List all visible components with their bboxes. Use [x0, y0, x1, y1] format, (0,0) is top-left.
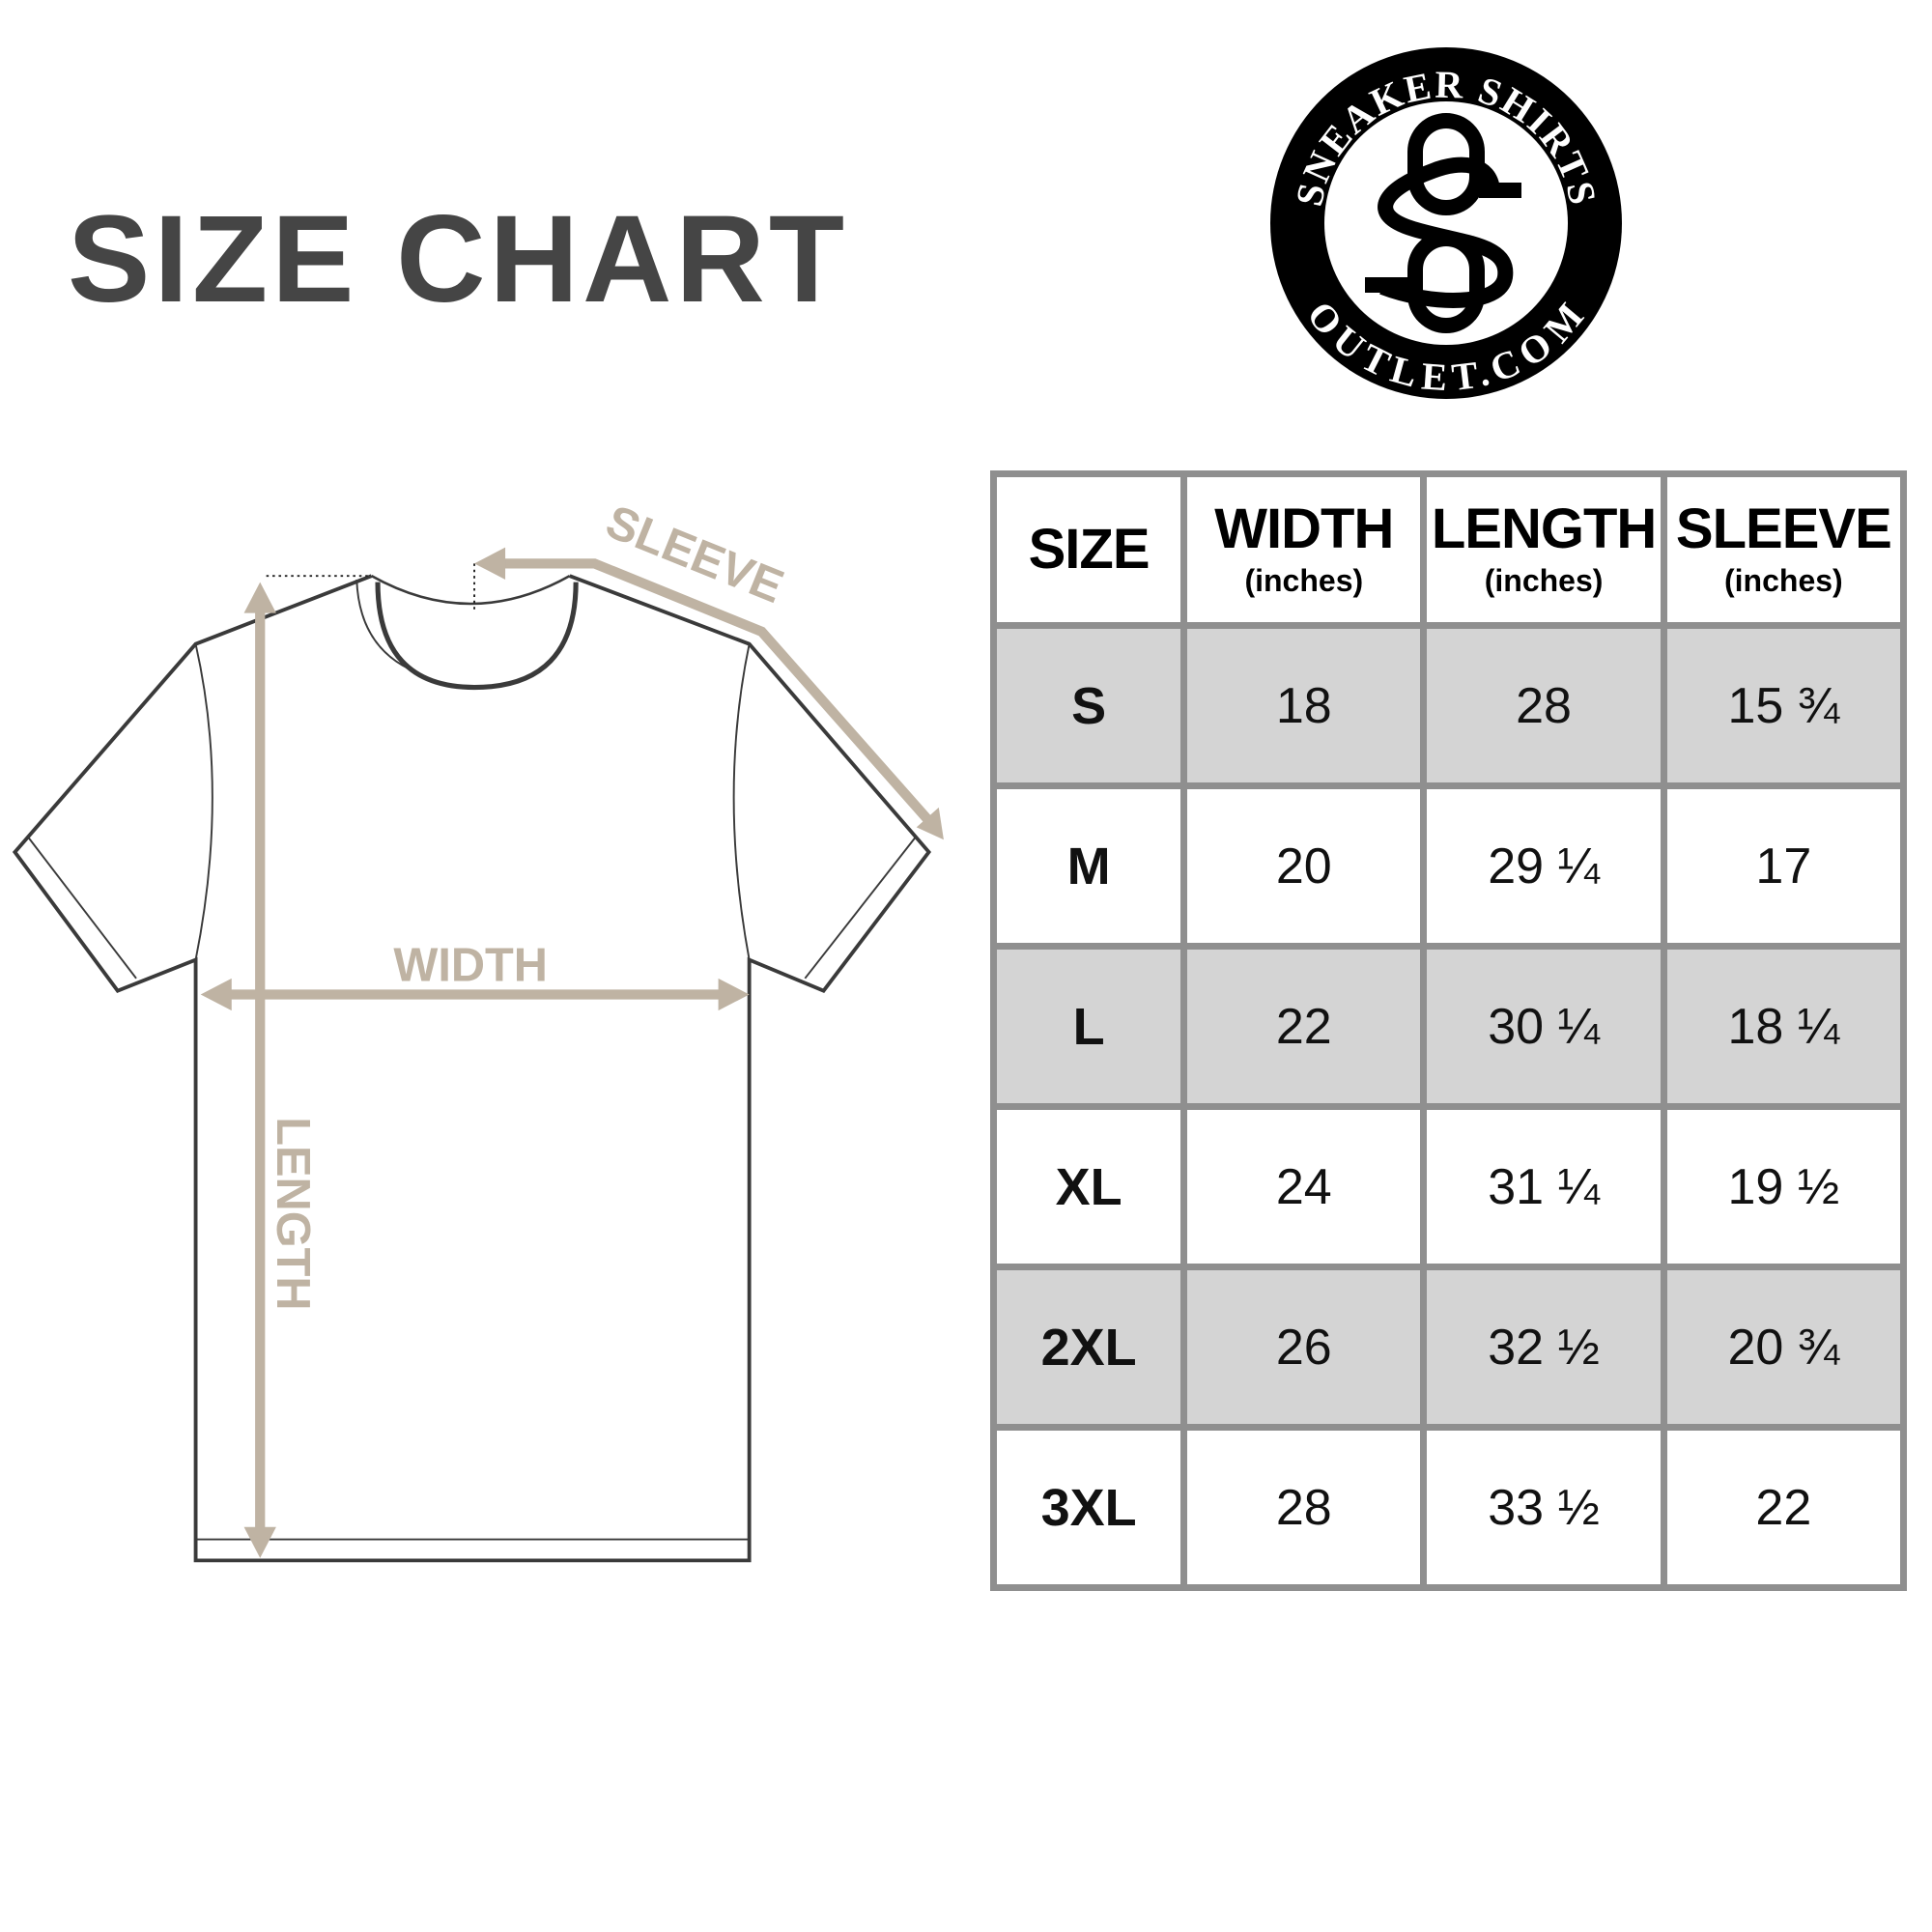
- sneaker-shirts-outlet-logo: SNEAKER SHIRTS OUTLET.COM: [1270, 47, 1622, 399]
- length-cell: 30 ¼: [1420, 943, 1667, 1110]
- measurement-arrows: [216, 558, 935, 1543]
- table-header-row: SIZE WIDTH (inches) LENGTH (inches) SLEEVE…: [989, 470, 1908, 629]
- width-cell: 24: [1180, 1103, 1428, 1270]
- length-cell: 29 ¼: [1420, 782, 1667, 950]
- sleeve-cell: 17: [1660, 782, 1908, 950]
- width-label: WIDTH: [393, 939, 548, 991]
- header-width: WIDTH (inches): [1180, 470, 1428, 629]
- sleeve-cell: 22: [1660, 1424, 1908, 1591]
- sleeve-cell: 15 ¾: [1660, 622, 1908, 789]
- header-length: LENGTH (inches): [1420, 470, 1667, 629]
- length-cell: 33 ½: [1420, 1424, 1667, 1591]
- size-chart-table: SIZE WIDTH (inches) LENGTH (inches) SLEEVE…: [989, 470, 1908, 1591]
- size-cell: L: [989, 943, 1188, 1110]
- length-cell: 31 ¼: [1420, 1103, 1667, 1270]
- width-cell: 22: [1180, 943, 1428, 1110]
- tshirt-outline: [12, 574, 932, 1563]
- width-cell: 20: [1180, 782, 1428, 950]
- header-sleeve: SLEEVE (inches): [1660, 470, 1908, 629]
- size-cell: 3XL: [989, 1424, 1188, 1591]
- size-cell: 2XL: [989, 1264, 1188, 1431]
- length-cell: 32 ½: [1420, 1264, 1667, 1431]
- sleeve-label: SLEEVE: [599, 496, 790, 613]
- size-cell: S: [989, 622, 1188, 789]
- table-row: M 20 29 ¼ 17: [989, 782, 1908, 950]
- page-title: SIZE CHART: [68, 190, 848, 328]
- table-row: S 18 28 15 ¾: [989, 622, 1908, 789]
- length-label: LENGTH: [267, 1117, 319, 1310]
- width-cell: 26: [1180, 1264, 1428, 1431]
- width-cell: 18: [1180, 622, 1428, 789]
- table-row: XL 24 31 ¼ 19 ½: [989, 1103, 1908, 1270]
- header-size: SIZE: [989, 470, 1188, 629]
- sleeve-arrow: [489, 558, 935, 827]
- table-row: L 22 30 ¼ 18 ¼: [989, 943, 1908, 1110]
- sleeve-cell: 18 ¼: [1660, 943, 1908, 1110]
- table-row: 2XL 26 32 ½ 20 ¾: [989, 1264, 1908, 1431]
- size-cell: M: [989, 782, 1188, 950]
- width-cell: 28: [1180, 1424, 1428, 1591]
- length-cell: 28: [1420, 622, 1667, 789]
- sleeve-cell: 19 ½: [1660, 1103, 1908, 1270]
- size-cell: XL: [989, 1103, 1188, 1270]
- sleeve-cell: 20 ¾: [1660, 1264, 1908, 1431]
- table-row: 3XL 28 33 ½ 22: [989, 1424, 1908, 1591]
